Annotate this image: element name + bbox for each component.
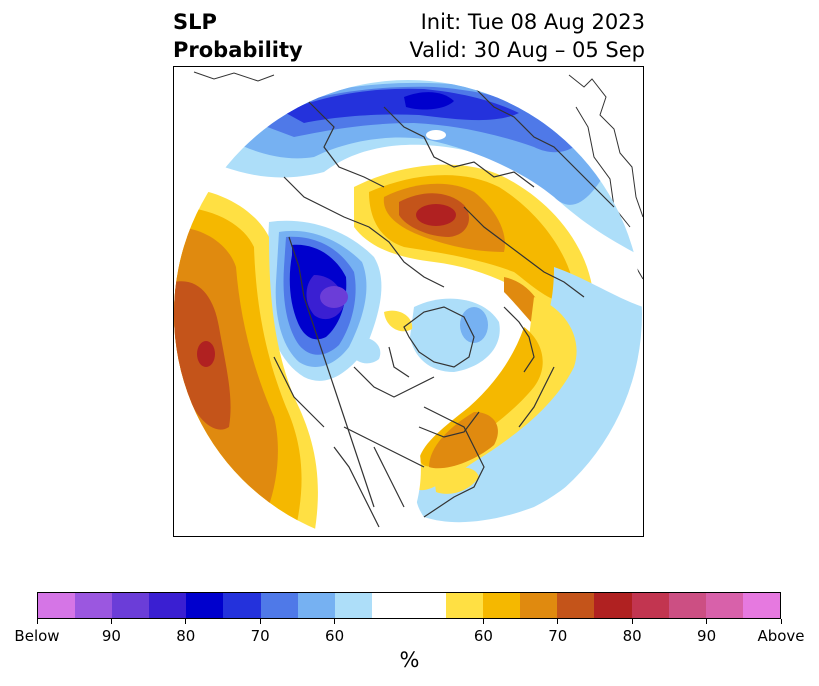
colorbar-tick-mark [780, 619, 782, 624]
colorbar-segment [742, 593, 780, 618]
colorbar-tick-mark [334, 619, 336, 624]
probability-map [174, 71, 643, 536]
map-title-left: SLP Probability [173, 8, 303, 64]
colorbar-tick-mark [110, 619, 112, 624]
colorbar-tick-mark [36, 619, 38, 624]
colorbar-segment [149, 593, 187, 618]
init-date: Init: Tue 08 Aug 2023 [420, 10, 645, 34]
colorbar-segment [297, 593, 335, 618]
title-variable: SLP [173, 10, 217, 34]
colorbar-segment [594, 593, 632, 618]
colorbar-tick-mark [557, 619, 559, 624]
colorbar-segment [186, 593, 224, 618]
colorbar-tick-label: 70 [250, 627, 270, 645]
map-title-right: Init: Tue 08 Aug 2023 Valid: 30 Aug – 05… [409, 8, 645, 64]
colorbar-segment [260, 593, 298, 618]
colorbar-segment [557, 593, 595, 618]
colorbar-tick-mark [631, 619, 633, 624]
colorbar-tick-label: 80 [622, 627, 642, 645]
coastlines [273, 86, 615, 528]
colorbar-ticks: Below 90 80 70 60 60 70 80 90 Above [0, 627, 819, 647]
colorbar-segment [371, 593, 409, 618]
colorbar-tick-mark [185, 619, 187, 624]
warm-anomaly-atlantic [414, 267, 642, 523]
colorbar-tick-label: 80 [176, 627, 196, 645]
colorbar-segment [446, 593, 484, 618]
colorbar-segment [520, 593, 558, 618]
colorbar-tick-label: 60 [473, 627, 493, 645]
blue-anomaly-arctic [384, 298, 500, 372]
valid-period: Valid: 30 Aug – 05 Sep [409, 38, 645, 62]
map-panel [173, 66, 644, 537]
colorbar-unit-label: % [399, 648, 420, 672]
colorbar-segment [483, 593, 521, 618]
colorbar-segment [112, 593, 150, 618]
colorbar-segment [705, 593, 743, 618]
colorbar-tick-label: 60 [325, 627, 345, 645]
colorbar-segment [334, 593, 372, 618]
title-product: Probability [173, 38, 303, 62]
colorbar [37, 592, 781, 619]
colorbar-tick-label: 90 [101, 627, 121, 645]
colorbar-tick-label: Above [757, 627, 805, 645]
colorbar-segment [75, 593, 113, 618]
colorbar-segment [223, 593, 261, 618]
colorbar-tick-mark [259, 619, 261, 624]
warm-anomaly-eurasia [354, 164, 594, 337]
colorbar-segment [668, 593, 706, 618]
colorbar-tick-label: 90 [697, 627, 717, 645]
colorbar-tick-label: 70 [548, 627, 568, 645]
blue-anomaly-north [214, 80, 642, 257]
colorbar-segment [408, 593, 447, 618]
colorbar-segment [38, 593, 76, 618]
colorbar-tick-mark [482, 619, 484, 624]
colorbar-tick-mark [706, 619, 708, 624]
colorbar-tick-label: Below [14, 627, 60, 645]
colorbar-segment [631, 593, 669, 618]
